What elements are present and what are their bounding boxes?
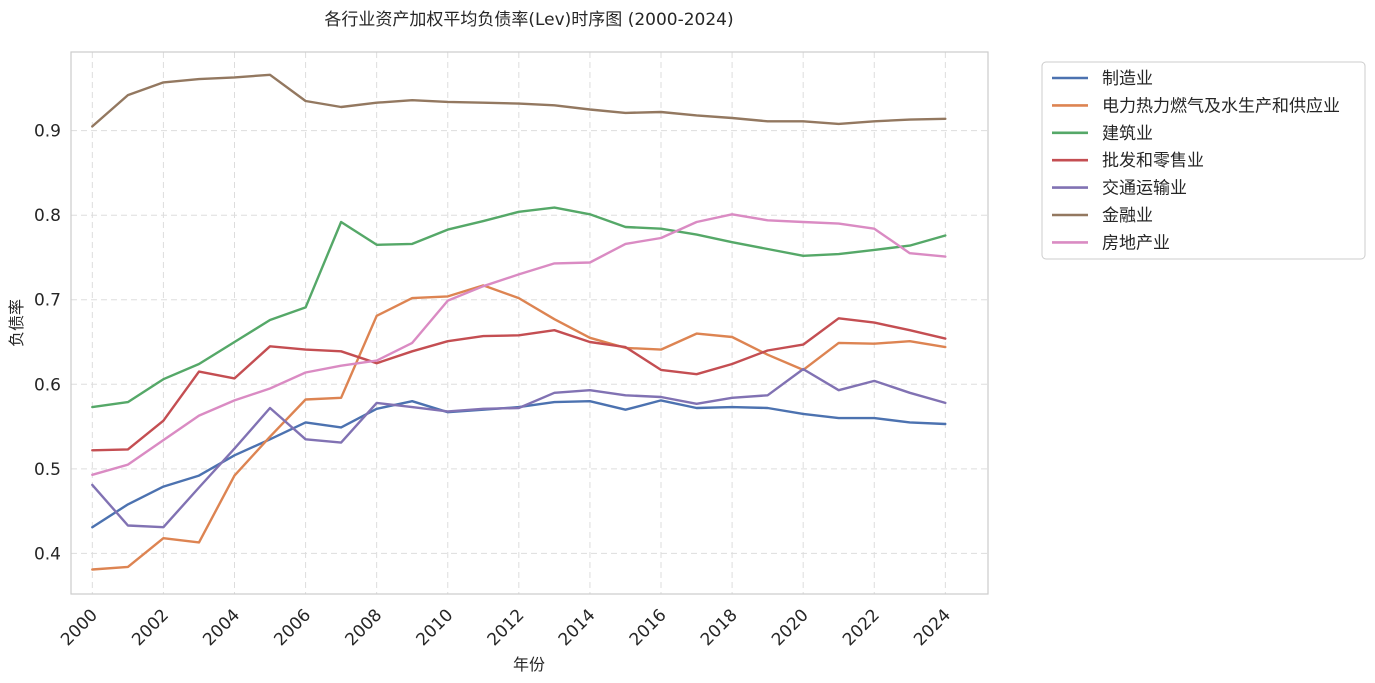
- x-tick-label: 2004: [199, 605, 244, 650]
- legend-entry: 制造业: [1102, 69, 1153, 89]
- legend-entry: 房地产业: [1102, 233, 1170, 253]
- x-axis: 2000 2002 2004 2006 2008 2010 2012 2014 2016 2018…: [57, 605, 955, 650]
- legend-entry: 批发和零售业: [1102, 151, 1204, 171]
- x-tick-label: 2016: [626, 605, 671, 650]
- y-tick-label: 0.9: [34, 122, 61, 142]
- chart-title: 各行业资产加权平均负债率(Lev)时序图 (2000-2024): [324, 10, 733, 30]
- x-tick-label: 2014: [555, 605, 600, 650]
- x-tick-label: 2010: [413, 605, 458, 650]
- x-tick-label: 2002: [128, 605, 173, 650]
- x-tick-label: 2000: [57, 605, 102, 650]
- y-tick-label: 0.6: [34, 375, 61, 395]
- plot-area: [70, 51, 989, 595]
- x-tick-label: 2008: [341, 605, 386, 650]
- series-lines: [91, 73, 947, 571]
- y-tick-label: 0.7: [34, 291, 61, 311]
- legend-entry: 建筑业: [1102, 124, 1153, 144]
- legend-entry: 电力热力燃气及水生产和供应业: [1102, 96, 1340, 116]
- x-tick-label: 2006: [270, 605, 315, 650]
- y-tick-label: 0.8: [34, 206, 61, 226]
- grid-lines: [71, 52, 988, 594]
- y-tick-label: 0.4: [34, 544, 61, 564]
- x-tick-label: 2024: [910, 605, 955, 650]
- x-tick-label: 2022: [839, 605, 884, 650]
- series-line-2: [91, 206, 947, 409]
- legend-box: [1041, 61, 1366, 260]
- series-line-3: [91, 317, 947, 452]
- series-line-6: [91, 213, 947, 476]
- y-axis-label: 负债率: [7, 299, 26, 347]
- legend-entry: 金融业: [1102, 206, 1153, 226]
- x-axis-label: 年份: [513, 655, 545, 674]
- x-tick-label: 2018: [697, 605, 742, 650]
- x-tick-label: 2020: [768, 605, 813, 650]
- series-line-4: [91, 367, 947, 529]
- legend-entry: 交通运输业: [1102, 179, 1187, 199]
- y-tick-label: 0.5: [34, 460, 61, 480]
- series-line-5: [91, 73, 947, 128]
- y-axis: 0.4 0.5 0.6 0.7 0.8 0.9: [34, 122, 61, 565]
- x-tick-label: 2012: [484, 605, 529, 650]
